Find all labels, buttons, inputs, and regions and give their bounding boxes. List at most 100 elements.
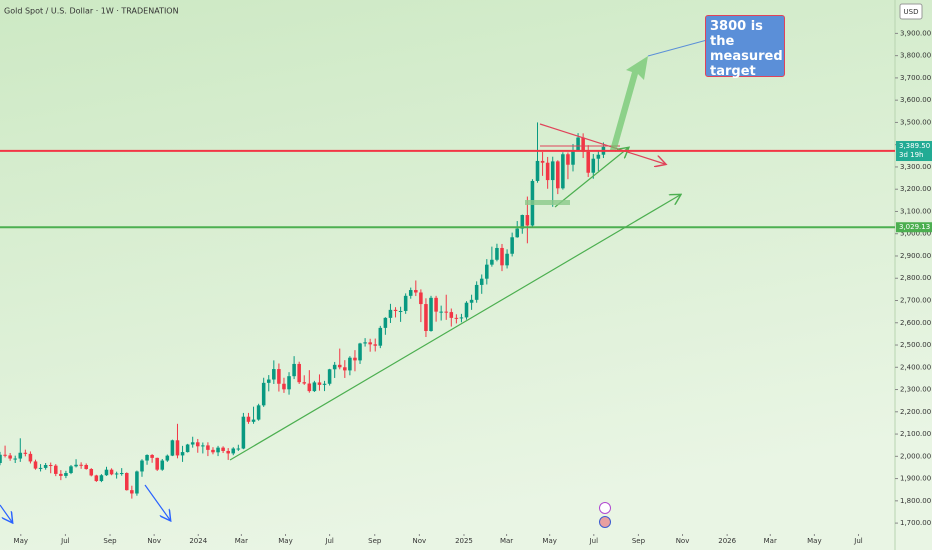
candle-body bbox=[23, 452, 28, 454]
candle-body bbox=[272, 369, 276, 380]
y-tick-label: 2,100.00 bbox=[900, 430, 931, 438]
candle-body bbox=[180, 452, 185, 456]
candle-body bbox=[119, 473, 124, 475]
x-tick-label: May bbox=[542, 537, 556, 545]
candle-body bbox=[561, 154, 565, 189]
y-tick-label: 3,000.00 bbox=[900, 230, 931, 238]
candle-body bbox=[515, 228, 519, 238]
x-tick-label: Jul bbox=[589, 537, 599, 545]
y-tick-label: 3,300.00 bbox=[900, 163, 931, 171]
currency[interactable]: USD bbox=[904, 8, 919, 16]
candle-body bbox=[130, 490, 134, 494]
candle-body bbox=[13, 458, 17, 460]
callout-pointer bbox=[647, 39, 708, 57]
candle-body bbox=[368, 342, 372, 345]
candle-body bbox=[287, 376, 291, 390]
candle-body bbox=[474, 284, 479, 300]
candle-body bbox=[145, 454, 149, 461]
candle-body bbox=[353, 357, 357, 361]
candle-body bbox=[520, 215, 525, 229]
y-tick-label: 3,700.00 bbox=[900, 74, 931, 82]
y-tick-label: 1,900.00 bbox=[900, 475, 931, 483]
countdown: 3d 19h bbox=[899, 151, 923, 159]
candle-body bbox=[251, 419, 256, 422]
candle-body bbox=[424, 304, 428, 331]
candle-body bbox=[393, 309, 398, 311]
y-tick-label: 1,700.00 bbox=[900, 519, 931, 527]
y-tick-label: 2,300.00 bbox=[900, 386, 931, 394]
triangle-top bbox=[539, 123, 665, 164]
candle-body bbox=[277, 369, 281, 384]
y-tick-label: 2,000.00 bbox=[900, 452, 931, 460]
candle-body bbox=[383, 317, 388, 328]
candle-body bbox=[236, 448, 241, 450]
candle-body bbox=[540, 160, 545, 163]
last-price-label: 3,389.50 bbox=[899, 142, 930, 150]
blue-arrow bbox=[0, 504, 12, 522]
x-tick-label: Jul bbox=[60, 537, 70, 545]
y-tick-label: 2,700.00 bbox=[900, 297, 931, 305]
target-arrow bbox=[610, 56, 648, 152]
trend-line bbox=[229, 195, 680, 461]
candle-body bbox=[8, 455, 12, 459]
candle-body bbox=[479, 278, 484, 285]
candle-body bbox=[216, 447, 220, 453]
candle-body bbox=[591, 158, 596, 173]
candle-body bbox=[282, 383, 286, 390]
candle-body bbox=[114, 473, 119, 475]
candle-body bbox=[59, 473, 63, 476]
candle-body bbox=[109, 469, 114, 475]
y-tick-label: 3,200.00 bbox=[900, 185, 931, 193]
candle-body bbox=[596, 154, 601, 159]
y-tick-label: 3,500.00 bbox=[900, 118, 931, 126]
candle-body bbox=[469, 299, 474, 303]
x-tick-label: Mar bbox=[764, 537, 777, 545]
y-tick-label: 3,600.00 bbox=[900, 96, 931, 104]
candle-body bbox=[64, 473, 68, 476]
candle-body bbox=[246, 416, 251, 422]
candle-body bbox=[581, 137, 585, 152]
candle-body bbox=[419, 292, 423, 305]
y-tick-label: 3,800.00 bbox=[900, 52, 931, 60]
candle-body bbox=[99, 475, 104, 482]
candle-body bbox=[535, 160, 540, 181]
candle-body bbox=[135, 471, 139, 494]
candle-body bbox=[104, 469, 109, 476]
x-tick-label: Nov bbox=[676, 537, 690, 545]
last-price-tag bbox=[896, 141, 932, 162]
candle-body bbox=[550, 161, 555, 181]
blue-arrow bbox=[144, 484, 170, 520]
y-tick-label: 2,500.00 bbox=[900, 341, 931, 349]
candle-body bbox=[490, 259, 494, 265]
currency-box[interactable] bbox=[899, 3, 923, 20]
candle-body bbox=[160, 460, 165, 470]
y-tick-label: 2,900.00 bbox=[900, 252, 931, 260]
x-tick-label: Nov bbox=[147, 537, 161, 545]
candle-body bbox=[414, 290, 418, 293]
candle-body bbox=[337, 364, 342, 368]
candle-body bbox=[38, 467, 43, 469]
candle-body bbox=[84, 464, 88, 470]
x-tick-label: 2025 bbox=[455, 537, 473, 545]
candle-body bbox=[43, 464, 48, 468]
candle-body bbox=[312, 382, 317, 392]
triangle-bottom bbox=[554, 148, 628, 208]
candle-body bbox=[403, 295, 408, 311]
candle-body bbox=[388, 309, 393, 318]
candle-body bbox=[332, 364, 337, 370]
level-label: 3,029.13 bbox=[899, 223, 930, 231]
candle-body bbox=[292, 363, 296, 377]
level-tag bbox=[896, 222, 932, 233]
event-icon[interactable] bbox=[599, 502, 611, 514]
candle-body bbox=[307, 383, 312, 392]
candle-body bbox=[322, 383, 327, 385]
candle-body bbox=[429, 297, 433, 331]
x-tick-label: 2026 bbox=[718, 537, 736, 545]
candle-body bbox=[444, 311, 449, 313]
event-icon[interactable] bbox=[599, 516, 611, 528]
x-tick-label: Sep bbox=[632, 537, 646, 545]
candle-body bbox=[54, 465, 58, 474]
